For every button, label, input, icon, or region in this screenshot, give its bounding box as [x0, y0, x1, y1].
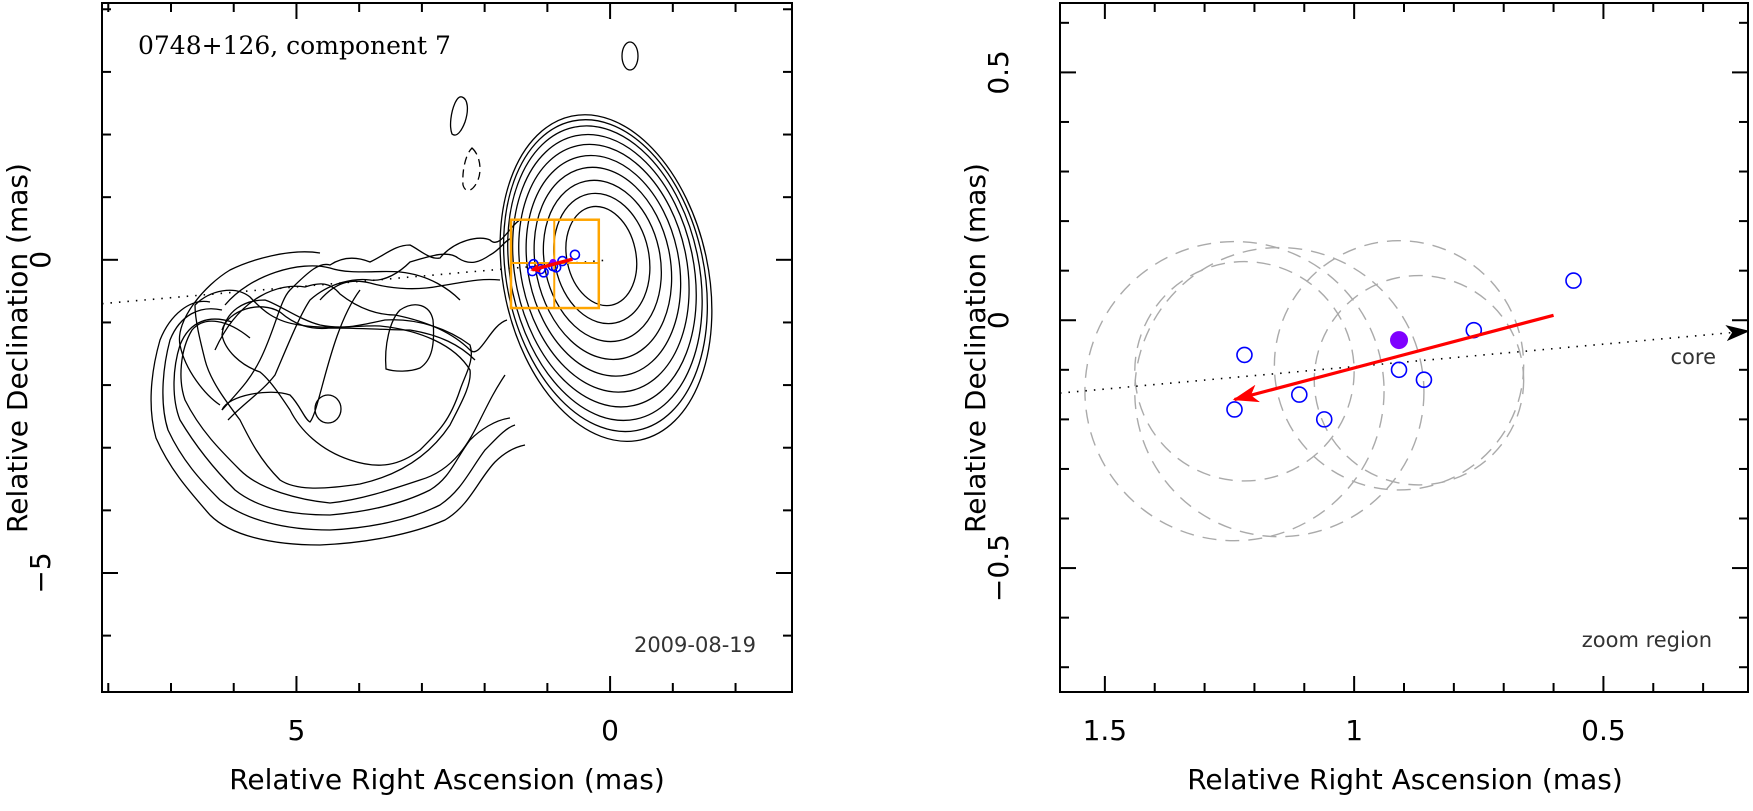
error-circle — [1134, 260, 1355, 482]
jet-contour — [180, 320, 506, 504]
noise-contour — [621, 41, 639, 71]
jet-contour — [178, 251, 321, 406]
left-x-tick-label: 5 — [288, 714, 306, 747]
left-x-tick-label: 0 — [601, 714, 619, 747]
jet-contour — [221, 289, 361, 423]
right-component-position — [1315, 411, 1333, 428]
right-component-position — [1390, 361, 1408, 379]
error-circles — [1084, 240, 1525, 542]
left-y-tick-label: 0 — [24, 251, 57, 269]
right-x-tick-label: 1 — [1345, 714, 1363, 747]
plot-title: 0748+126, component 7 — [138, 31, 451, 60]
jet-contour-knot — [314, 394, 342, 424]
jet-contour — [214, 283, 508, 353]
right-plot-area — [1060, 240, 1748, 542]
right-component-position — [1226, 401, 1243, 418]
left-plot-frame — [101, 2, 793, 693]
right-axis-ticks: 1.5 1 0.5 0.5 0 −0.5 — [982, 3, 1748, 747]
right-component-points — [1226, 272, 1582, 428]
left-motion-arrow — [530, 257, 573, 273]
left-y-axis-label: Relative Declination (mas) — [1, 163, 34, 533]
left-plot-area — [102, 41, 713, 546]
right-y-axis-label: Relative Declination (mas) — [959, 163, 992, 533]
jet-contour — [173, 318, 511, 516]
jet-contour — [221, 299, 472, 466]
right-component-position — [1236, 346, 1253, 364]
left-panel: 5 0 0 −5 0748+126, component 7 2009-08-19 R… — [1, 2, 793, 796]
core-contour — [511, 133, 697, 408]
core-contour — [518, 143, 690, 393]
left-y-tick-label: −5 — [24, 552, 57, 593]
right-mean-position — [1390, 331, 1409, 350]
jet-contour — [150, 300, 526, 546]
core-contour — [525, 154, 682, 377]
right-panel: 1.5 1 0.5 0.5 0 −0.5 core zoom region Relativ… — [959, 2, 1749, 796]
epoch-date-label: 2009-08-19 — [634, 633, 756, 657]
jet-contour — [194, 289, 471, 489]
left-component-position — [569, 249, 581, 261]
left-axis-ticks: 5 0 0 −5 — [24, 3, 792, 747]
error-circle — [1313, 274, 1525, 486]
right-component-position — [1291, 386, 1308, 403]
jet-contour — [221, 306, 476, 361]
core-contour — [533, 166, 673, 361]
jet-contour — [162, 308, 516, 531]
jet-contour — [221, 219, 521, 411]
jet-contour — [224, 265, 461, 306]
right-x-tick-label: 0.5 — [1581, 714, 1626, 747]
error-circle — [1134, 246, 1425, 538]
error-circle — [1084, 240, 1385, 542]
core-contour — [553, 192, 651, 325]
right-component-position — [1415, 371, 1433, 389]
jet-contours — [150, 219, 526, 546]
zoom-region-label: zoom region — [1582, 628, 1712, 652]
right-y-tick-label: 0 — [982, 311, 1015, 329]
jet-contour — [319, 278, 501, 301]
core-contour — [499, 114, 713, 443]
left-component-points — [527, 249, 581, 278]
right-component-position — [1565, 272, 1582, 289]
negative-contour — [462, 147, 481, 192]
noise-contour — [449, 96, 469, 136]
right-y-tick-label: 0.5 — [982, 50, 1015, 95]
core-label: core — [1671, 345, 1717, 369]
error-circle — [1273, 240, 1525, 491]
right-x-tick-label: 1.5 — [1083, 714, 1128, 747]
right-motion-arrow — [1232, 313, 1554, 403]
jet-contour — [384, 304, 435, 372]
right-x-axis-label: Relative Right Ascension (mas) — [1187, 763, 1623, 796]
core-contour — [542, 179, 662, 343]
jet-contour — [227, 237, 513, 421]
core-contour — [507, 125, 703, 422]
right-y-tick-label: −0.5 — [982, 534, 1015, 602]
core-contour — [502, 119, 709, 433]
left-x-axis-label: Relative Right Ascension (mas) — [229, 763, 665, 796]
